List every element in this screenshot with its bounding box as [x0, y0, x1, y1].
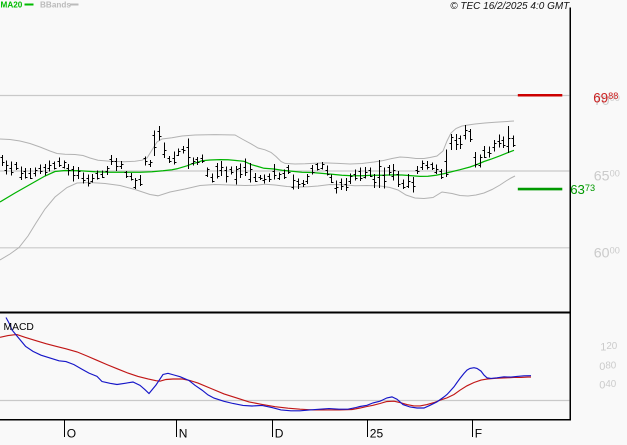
svg-text:MA20: MA20 [1, 1, 23, 10]
svg-text:MACD: MACD [4, 322, 34, 333]
svg-text:F: F [475, 426, 482, 440]
svg-text:D: D [275, 426, 284, 440]
svg-text:N: N [179, 426, 188, 440]
svg-text:120: 120 [600, 341, 618, 353]
svg-text:080: 080 [599, 361, 617, 373]
svg-text:BBands: BBands [40, 1, 71, 10]
svg-text:O: O [67, 426, 76, 440]
svg-text:© TEC 16/2/2025 4:0 GMT: © TEC 16/2/2025 4:0 GMT [450, 1, 570, 12]
svg-text:040: 040 [599, 379, 617, 391]
svg-text:25: 25 [370, 426, 384, 440]
